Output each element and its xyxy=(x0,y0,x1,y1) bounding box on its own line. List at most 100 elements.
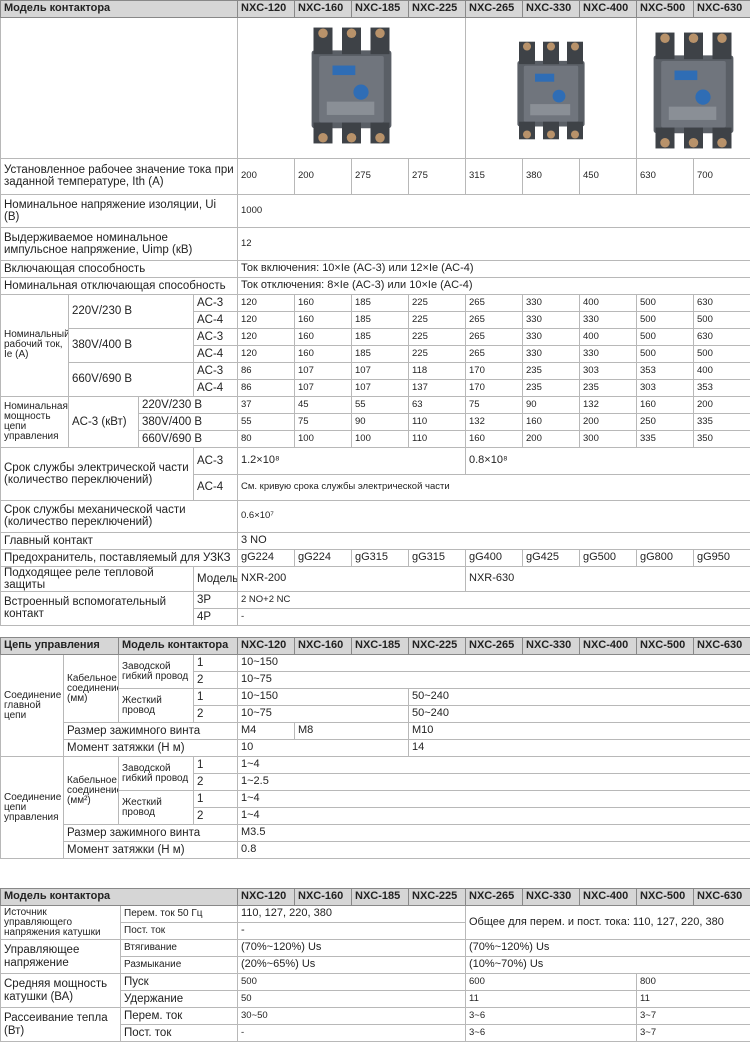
header-cell: NXC-265 xyxy=(465,888,523,906)
value-cell: 330 xyxy=(579,310,637,329)
header-cell: NXC-400 xyxy=(579,0,637,18)
header-cell: NXC-500 xyxy=(636,888,694,906)
label-cell: Момент затяжки (Н м) xyxy=(62,841,239,859)
value-cell: gG224 xyxy=(237,548,295,567)
header-cell: NXC-185 xyxy=(351,888,409,906)
header-cell: NXC-185 xyxy=(351,0,409,18)
value-cell: 100 xyxy=(294,429,352,448)
header-cell: NXC-225 xyxy=(408,888,466,906)
value-cell: 50~240 xyxy=(408,705,750,723)
label-cell: 380V/400 В xyxy=(138,412,238,431)
coil-table: Модель контактора NXC-120 NXC-160 NXC-185 NX… xyxy=(0,888,750,1042)
label-cell: 2 xyxy=(193,705,239,723)
label-cell: Жесткий провод xyxy=(118,790,195,825)
table-row: Номинальный рабочий ток, Ie (A) 220V/230 … xyxy=(0,293,750,397)
value-cell: 50~240 xyxy=(408,688,750,706)
table-row: Модель контактора NXC-120 NXC-160 NXC-185 NX… xyxy=(0,0,750,18)
header-cell: NXC-265 xyxy=(465,637,524,655)
header-cell: Цепь управления xyxy=(0,637,120,655)
value-cell: 265 xyxy=(465,310,523,329)
table-row: Размер зажимного винта M4 M8 M10 xyxy=(1,722,750,740)
label-cell: Встроенный вспомогательный контакт xyxy=(0,590,194,626)
table-row: Источник управляющего напряжения катушки… xyxy=(0,905,750,940)
value-cell: M10 xyxy=(408,722,750,740)
header-cell: NXC-225 xyxy=(408,637,467,655)
label-cell: 2 xyxy=(193,807,239,825)
label-cell: AC-4 xyxy=(193,310,238,329)
table-row: Цепь управления Модель контактора NXC-120 N… xyxy=(0,637,750,655)
label-cell: Перем. ток 50 Гц xyxy=(120,905,238,923)
label-cell: Предохранитель, поставляемый для УЗКЗ xyxy=(0,548,238,567)
value-cell: 86 xyxy=(237,361,295,380)
label-cell: Заводской гибкий провод xyxy=(118,756,195,791)
value-cell: 137 xyxy=(408,378,466,397)
label-cell: 660V/690 В xyxy=(68,361,194,397)
label-cell: Номинальное напряжение изоляции, Ui (В) xyxy=(0,193,238,228)
value-cell: 132 xyxy=(465,412,523,431)
value-cell: 235 xyxy=(522,378,580,397)
value-cell: gG315 xyxy=(408,548,466,567)
table-row: 380V/400 В AC-3 120 160 185 225 265 330 400 500 63… xyxy=(1,327,750,363)
value-cell: 500 xyxy=(636,327,694,346)
table-row: Подходящее реле тепловой защиты Модель NXR… xyxy=(0,565,750,592)
value-cell: 200 xyxy=(579,412,637,431)
label-cell: Управляющее напряжение xyxy=(0,939,121,974)
value-cell: Ток отключения: 8×Ie (AC-3) или 10×Ie (A… xyxy=(237,276,750,295)
header-cell: NXC-225 xyxy=(408,0,466,18)
label-cell: 1 xyxy=(193,756,239,774)
value-cell: 1~2.5 xyxy=(237,773,750,791)
value-cell: 55 xyxy=(351,395,409,414)
value-cell: (20%~65%) Us xyxy=(237,956,466,974)
value-cell: См. кривую срока службы электрической ча… xyxy=(237,473,750,501)
value-cell: 55 xyxy=(237,412,295,431)
value-cell: M8 xyxy=(294,722,410,740)
value-cell: 315 xyxy=(465,157,523,195)
value-cell: 500 xyxy=(636,310,694,329)
value-cell: gG950 xyxy=(693,548,750,567)
value-cell: 100 xyxy=(351,429,409,448)
value-cell: gG400 xyxy=(465,548,523,567)
value-cell: 3 NO xyxy=(237,531,750,550)
value-cell: 330 xyxy=(522,293,580,312)
value-cell: NXR-200 xyxy=(237,565,466,592)
table-row: Управляющее напряжение Втягивание (70%~120… xyxy=(0,939,750,974)
table-row: Номинальное напряжение изоляции, Ui (В) 1… xyxy=(0,193,750,228)
label-cell: Срок службы механической части (количест… xyxy=(0,499,238,533)
label-cell: Заводской гибкий провод xyxy=(118,654,195,689)
label-cell: Номинальная отключающая способность xyxy=(0,276,238,295)
header-cell: NXC-500 xyxy=(636,637,695,655)
value-cell: 120 xyxy=(237,310,295,329)
table-row: Номинальная мощность цепи управления AC-3… xyxy=(0,395,750,448)
label-cell: Рассеивание тепла (Вт) xyxy=(0,1007,121,1042)
label-cell: 3P xyxy=(193,590,238,609)
value-cell: 10 xyxy=(237,739,410,757)
table-row: AC-4 86 107 107 137 170 235 235 303 353 xyxy=(1,378,750,397)
value-cell: 90 xyxy=(351,412,409,431)
label-cell: Номинальная мощность цепи управления xyxy=(0,395,69,448)
table-row: AC-4 См. кривую срока службы электрическо… xyxy=(1,473,750,501)
label-cell: 1 xyxy=(193,654,239,672)
value-cell: 303 xyxy=(636,378,694,397)
value-cell: 200 xyxy=(237,157,295,195)
header-cell: NXC-330 xyxy=(522,637,581,655)
value-cell: 330 xyxy=(522,327,580,346)
value-cell: 300 xyxy=(579,429,637,448)
value-cell: 275 xyxy=(351,157,409,195)
contactor-image xyxy=(517,41,585,140)
table-row: Момент затяжки (Н м) 10 14 xyxy=(1,739,750,757)
value-cell: 10~75 xyxy=(237,671,750,689)
value-cell: 275 xyxy=(408,157,466,195)
value-cell: 10~75 xyxy=(237,705,410,723)
value-cell: 160 xyxy=(294,310,352,329)
value-cell: 630 xyxy=(693,327,750,346)
header-cell: NXC-330 xyxy=(522,888,580,906)
header-cell: NXC-160 xyxy=(294,0,352,18)
contactor-image xyxy=(311,27,392,144)
image-cell xyxy=(636,17,750,159)
value-cell: 250 xyxy=(636,412,694,431)
header-cell: NXC-330 xyxy=(522,0,580,18)
table-row: Срок службы электрической части (количес… xyxy=(0,446,750,501)
header-cell: Модель контактора xyxy=(0,888,238,906)
value-cell: 800 xyxy=(636,973,750,991)
